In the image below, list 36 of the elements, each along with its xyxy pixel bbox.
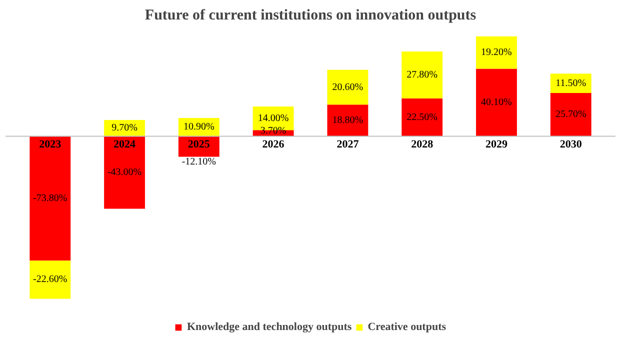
bar — [30, 260, 71, 299]
x-tick-label: 2026 — [262, 138, 285, 150]
data-label: 25.70% — [555, 109, 586, 120]
data-label: 40.10% — [481, 97, 512, 108]
bar — [104, 136, 145, 209]
x-tick-label: 2024 — [114, 138, 136, 150]
data-label: -12.10% — [182, 156, 216, 168]
x-tick-label: 2023 — [39, 138, 62, 150]
bar — [402, 98, 443, 136]
data-label: -43.00% — [107, 167, 142, 178]
legend-label: Knowledge and technology outputs — [186, 321, 352, 333]
data-label: 10.90% — [184, 122, 214, 133]
data-label: 9.70% — [112, 122, 138, 134]
data-label: 11.50% — [556, 78, 586, 89]
bar — [327, 104, 368, 136]
data-label: -22.60% — [33, 274, 68, 286]
data-label: 14.00% — [258, 112, 289, 124]
x-tick-label: 2028 — [411, 138, 434, 150]
data-label: 19.20% — [481, 47, 512, 58]
data-label: 22.50% — [406, 112, 438, 123]
data-label: 18.80% — [332, 114, 364, 126]
x-tick-label: 2025 — [188, 138, 210, 150]
bar — [476, 68, 517, 136]
data-label: 20.60% — [332, 82, 364, 93]
bar — [550, 92, 592, 136]
bar — [327, 70, 368, 105]
x-tick-label: 2029 — [485, 138, 508, 150]
data-label: -73.80% — [33, 192, 68, 204]
x-tick-label: 2027 — [336, 138, 360, 150]
data-label: 27.80% — [406, 69, 438, 80]
chart-title: Future of current institutions on innovation outputs — [144, 8, 476, 24]
x-tick-label: 2030 — [560, 138, 582, 150]
bar — [30, 136, 71, 261]
bar — [476, 36, 517, 69]
legend-label: Creative outputs — [368, 321, 446, 333]
bar — [402, 52, 443, 98]
